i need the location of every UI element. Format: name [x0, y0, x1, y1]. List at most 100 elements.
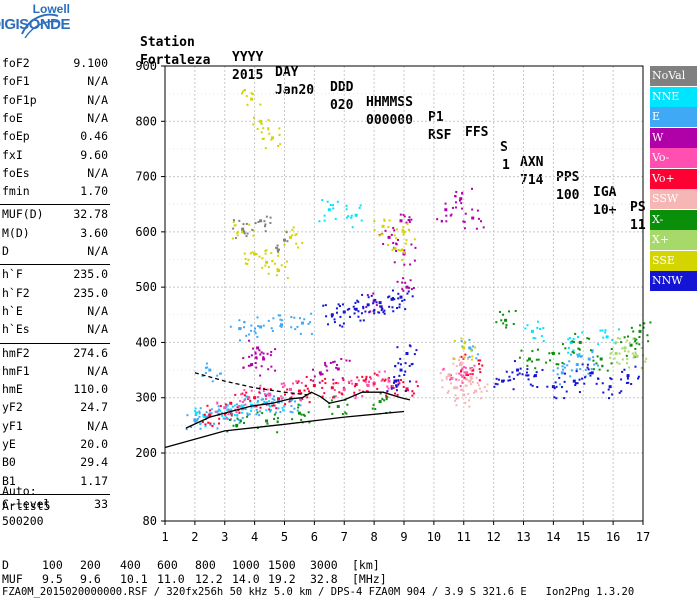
echo-pixel	[633, 354, 636, 357]
echo-pixel	[444, 208, 448, 212]
echo-pixel	[263, 225, 266, 228]
echo-pixel	[469, 367, 472, 370]
echo-pixel	[342, 310, 346, 314]
echo-pixel	[302, 413, 305, 416]
echo-pixel	[245, 235, 248, 238]
param-value: 33	[94, 496, 108, 511]
echo-pixel	[265, 397, 268, 400]
header-label-ffs: FFS	[465, 125, 489, 140]
echo-pixel	[204, 425, 207, 428]
echo-pixel	[461, 207, 464, 210]
echo-pixel	[259, 325, 263, 329]
echo-point	[566, 353, 590, 378]
legend-item-x-: X+	[650, 230, 697, 250]
echo-pixel	[231, 412, 234, 415]
param-value: N/A	[87, 322, 108, 337]
param-value: 1.17	[80, 473, 108, 488]
echo-pixel	[518, 372, 521, 375]
echo-pixel	[198, 415, 201, 418]
echo-point	[395, 222, 416, 242]
echo-pixel	[478, 387, 481, 390]
echo-pixel	[536, 348, 539, 351]
echo-pixel	[266, 388, 269, 391]
echo-pixel	[496, 383, 499, 386]
echo-pixel	[277, 314, 280, 317]
echo-pixel	[257, 220, 260, 223]
echo-pixel	[560, 371, 564, 375]
param-name: B0	[2, 455, 16, 470]
echo-pixel	[556, 367, 559, 370]
echo-pixel	[453, 386, 456, 389]
echo-pixel	[458, 372, 461, 375]
echo-pixel	[455, 404, 458, 407]
echo-pixel	[351, 226, 354, 229]
echo-pixel	[459, 388, 462, 391]
echo-pixel	[526, 374, 529, 377]
echo-pixel	[335, 381, 338, 384]
echo-pixel	[277, 248, 280, 251]
echo-pixel	[346, 308, 349, 311]
echo-pixel	[332, 361, 335, 364]
param-value: 29.4	[80, 455, 108, 470]
echo-pixel	[254, 327, 257, 330]
echo-pixel	[526, 364, 529, 367]
virtual-height-trace-line	[185, 391, 411, 429]
echo-pixel	[631, 352, 634, 355]
echo-pixel	[558, 383, 561, 386]
echo-pixel	[279, 318, 282, 321]
echo-pixel	[461, 381, 464, 384]
echo-pixel	[632, 330, 635, 333]
echo-pixel	[479, 220, 482, 223]
echo-pixel	[386, 390, 389, 393]
echo-pixel	[250, 324, 253, 327]
echo-pixel	[553, 387, 556, 390]
echo-pixel	[331, 396, 334, 399]
echo-pixel	[254, 222, 257, 225]
echo-pixel	[283, 384, 286, 387]
param-name: C-level	[2, 496, 51, 511]
echo-pixel	[268, 404, 271, 407]
echo-pixel	[357, 379, 360, 382]
distance-value: 1500	[268, 558, 296, 572]
echo-pixel	[350, 214, 353, 217]
echo-pixel	[514, 309, 517, 312]
echo-pixel	[409, 279, 412, 282]
echo-pixel	[596, 355, 599, 358]
echo-pixel	[243, 232, 246, 235]
echo-pixel	[563, 372, 566, 375]
echo-pixel	[392, 386, 395, 389]
x-tick-label: 6	[311, 530, 318, 544]
echo-pixel	[218, 422, 221, 425]
echo-pixel	[229, 411, 232, 414]
echo-pixel	[265, 215, 268, 218]
echo-pixel	[216, 401, 219, 404]
echo-pixel	[239, 327, 242, 330]
echo-pixel	[403, 263, 406, 266]
param-value: N/A	[87, 74, 108, 89]
echo-pixel	[255, 408, 258, 411]
echo-pixel	[224, 403, 227, 406]
param-separator	[0, 204, 110, 206]
echo-pixel	[497, 378, 500, 381]
echo-pixel	[610, 348, 613, 351]
echo-pixel	[223, 413, 226, 416]
echo-pixel	[379, 305, 382, 308]
echo-pixel	[335, 311, 338, 314]
header-value-ddd: 020	[330, 98, 354, 113]
echo-pixel	[536, 326, 539, 329]
echo-pixel	[405, 387, 409, 391]
param-name: hmF2	[2, 345, 30, 360]
echo-pixel	[606, 369, 609, 372]
echo-pixel	[530, 329, 534, 333]
echo-pixel	[292, 392, 295, 395]
echo-pixel	[238, 411, 241, 414]
echo-pixel	[395, 379, 398, 382]
echo-pixel	[468, 338, 471, 341]
echo-pixel	[279, 143, 282, 146]
echo-pixel	[201, 374, 204, 377]
echo-pixel	[393, 261, 396, 264]
echo-pixel	[273, 262, 276, 265]
echo-pixel	[333, 318, 336, 321]
echo-pixel	[467, 392, 470, 395]
echo-point	[467, 382, 489, 402]
